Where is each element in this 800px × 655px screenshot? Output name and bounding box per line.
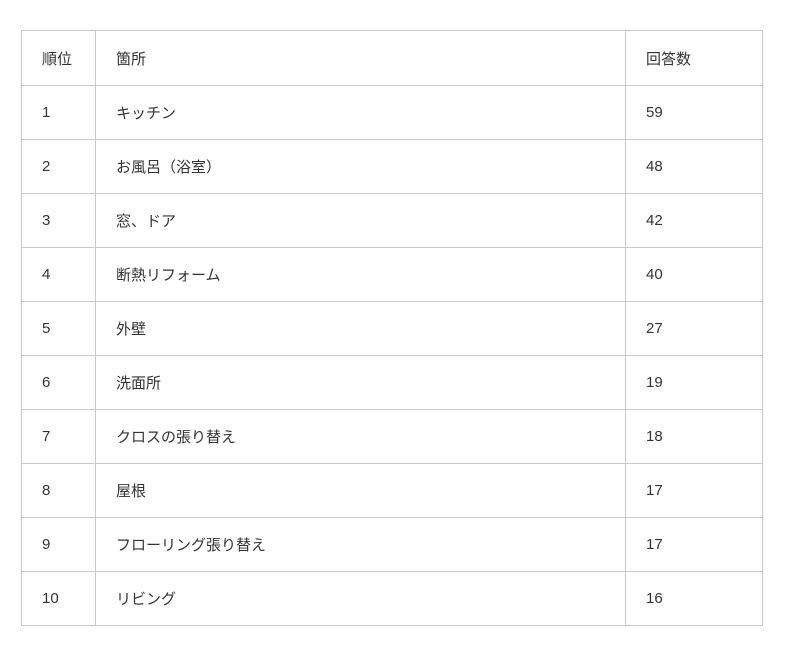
count-cell: 40 [625,247,763,302]
ranking-table-container: 順位 箇所 回答数 1 キッチン 59 2 お風呂（浴室） 48 3 窓、ドア 42 4 断熱リフォ… [21,30,763,626]
location-cell: 断熱リフォーム [95,247,626,302]
table-row: 3 窓、ドア 42 [21,193,763,248]
table-row: 5 外壁 27 [21,301,763,356]
table-row: 4 断熱リフォーム 40 [21,247,763,302]
count-cell: 19 [625,355,763,410]
table-row: 8 屋根 17 [21,463,763,518]
location-cell: 洗面所 [95,355,626,410]
header-row: 順位 箇所 回答数 [21,30,763,86]
header-rank: 順位 [21,30,96,86]
table-row: 6 洗面所 19 [21,355,763,410]
location-cell: キッチン [95,85,626,140]
location-cell: クロスの張り替え [95,409,626,464]
rank-cell: 9 [21,517,96,572]
count-cell: 59 [625,85,763,140]
count-cell: 17 [625,517,763,572]
table-header: 順位 箇所 回答数 [21,30,763,86]
table-row: 1 キッチン 59 [21,85,763,140]
location-cell: お風呂（浴室） [95,139,626,194]
rank-cell: 5 [21,301,96,356]
rank-cell: 1 [21,85,96,140]
rank-cell: 10 [21,571,96,626]
location-cell: 窓、ドア [95,193,626,248]
table-row: 9 フローリング張り替え 17 [21,517,763,572]
rank-cell: 4 [21,247,96,302]
header-location: 箇所 [95,30,626,86]
table-row: 7 クロスの張り替え 18 [21,409,763,464]
count-cell: 27 [625,301,763,356]
rank-cell: 3 [21,193,96,248]
count-cell: 17 [625,463,763,518]
count-cell: 18 [625,409,763,464]
location-cell: リビング [95,571,626,626]
location-cell: 屋根 [95,463,626,518]
table-row: 10 リビング 16 [21,571,763,626]
rank-cell: 6 [21,355,96,410]
count-cell: 16 [625,571,763,626]
ranking-table: 順位 箇所 回答数 1 キッチン 59 2 お風呂（浴室） 48 3 窓、ドア 42 4 断熱リフォ… [21,30,763,626]
location-cell: 外壁 [95,301,626,356]
rank-cell: 8 [21,463,96,518]
header-count: 回答数 [625,30,763,86]
table-row: 2 お風呂（浴室） 48 [21,139,763,194]
count-cell: 48 [625,139,763,194]
table-body: 1 キッチン 59 2 お風呂（浴室） 48 3 窓、ドア 42 4 断熱リフォーム 40 5 外壁 27 6… [21,85,763,626]
location-cell: フローリング張り替え [95,517,626,572]
count-cell: 42 [625,193,763,248]
rank-cell: 7 [21,409,96,464]
rank-cell: 2 [21,139,96,194]
